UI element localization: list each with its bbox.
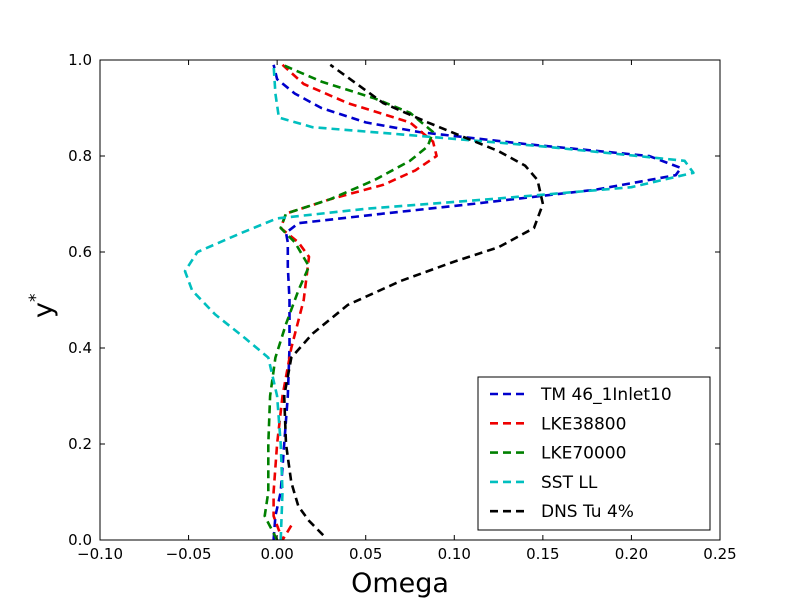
series-line-4: [282, 63, 545, 537]
legend-label-1: LKE38800: [541, 414, 626, 434]
x-tick-label: −0.10: [77, 545, 123, 563]
x-tick-label: 0.20: [615, 545, 648, 563]
y-axis-title-base: y: [28, 302, 59, 318]
x-tick-label: 0.15: [526, 545, 559, 563]
y-tick-label: 0.6: [68, 243, 92, 261]
x-tick-label: 0.00: [260, 545, 293, 563]
x-tick-label: 0.25: [703, 545, 736, 563]
series-line-3: [183, 64, 695, 540]
y-tick-label: 0.4: [68, 339, 92, 357]
plot-frame: [99, 59, 721, 541]
series-line-0: [272, 64, 683, 540]
legend-label-2: LKE70000: [541, 444, 626, 464]
x-tick-label: 0.10: [438, 545, 471, 563]
x-tick-label: −0.05: [166, 545, 212, 563]
y-tick-label: 0.2: [68, 435, 92, 453]
legend-label-0: TM 46_1Inlet10: [540, 385, 672, 405]
y-tick-label: 0.0: [68, 531, 92, 549]
series-layer: [183, 63, 695, 540]
y-tick-label: 0.8: [68, 147, 92, 165]
legend-label-4: DNS Tu 4%: [541, 502, 634, 522]
x-tick-label: 0.05: [349, 545, 382, 563]
y-axis-title-sup: *: [26, 294, 46, 303]
y-tick-label: 1.0: [68, 51, 92, 69]
legend-label-3: SST LL: [541, 473, 598, 493]
axes-layer: −0.10 −0.05 0.00 0.05 0.10 0.15 0.20 0.25 0.0 0.2…: [26, 51, 737, 599]
x-axis-title: Omega: [351, 568, 449, 599]
y-axis-title: y*: [26, 294, 59, 318]
legend: TM 46_1Inlet10 LKE38800 LKE70000 SST LL DNS …: [477, 376, 711, 531]
